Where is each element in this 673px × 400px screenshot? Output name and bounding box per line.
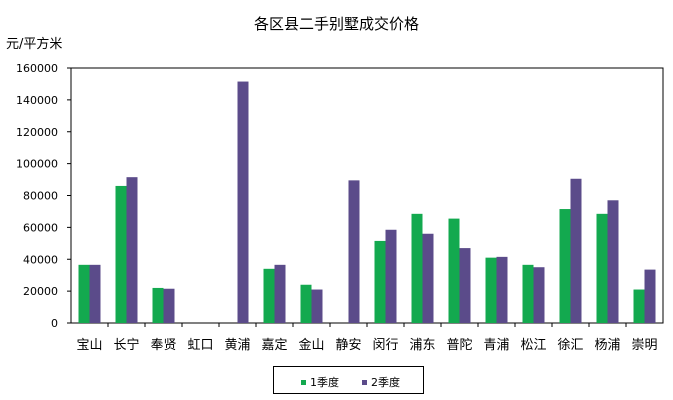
bar-series-1	[448, 218, 460, 323]
bar-series-1	[596, 213, 608, 323]
y-axis-unit-label: 元/平方米	[6, 37, 63, 52]
bar-series-1	[263, 268, 275, 323]
legend-swatch-series-2	[362, 379, 367, 385]
bar-series-2	[126, 177, 138, 323]
legend-label-series-1: 1季度	[310, 376, 339, 389]
y-tick-label: 140000	[16, 94, 58, 107]
bar-series-2	[607, 200, 619, 323]
x-category-label: 金山	[298, 337, 324, 353]
x-category-label: 虹口	[187, 338, 213, 353]
y-tick-label: 80000	[23, 190, 58, 203]
legend: 1季度 2季度	[273, 366, 424, 394]
bar-series-2	[163, 288, 175, 323]
y-tick-label: 20000	[23, 285, 58, 298]
bar-series-2	[533, 267, 545, 323]
x-category-label: 杨浦	[594, 338, 620, 353]
bar-series-1	[485, 257, 497, 323]
bar-series-1	[78, 264, 90, 323]
x-category-label: 长宁	[113, 337, 139, 353]
y-tick-label: 160000	[16, 62, 58, 75]
bar-series-1	[300, 284, 312, 323]
x-category-label: 松江	[520, 338, 546, 353]
bar-series-2	[644, 269, 656, 323]
x-category-label: 嘉定	[261, 338, 287, 353]
bar-series-2	[274, 264, 286, 323]
legend-label-series-2: 2季度	[371, 376, 400, 389]
y-tick-label: 40000	[23, 253, 58, 266]
x-category-label: 宝山	[76, 338, 102, 353]
chart-title: 各区县二手别墅成交价格	[253, 15, 419, 33]
bar-series-2	[422, 233, 434, 323]
x-category-label: 闵行	[372, 338, 398, 353]
bar-series-2	[89, 264, 101, 323]
y-tick-label: 60000	[23, 221, 58, 234]
y-tick-label: 100000	[16, 158, 58, 171]
x-category-label: 浦东	[409, 338, 435, 353]
bar-series-2	[496, 256, 508, 323]
bar-series-2	[348, 180, 360, 323]
legend-swatch-series-1	[301, 379, 306, 385]
y-tick-label: 0	[51, 317, 58, 330]
x-category-label: 崇明	[631, 338, 657, 353]
x-category-label: 奉贤	[150, 338, 176, 353]
legend-item-series-1: 1季度	[301, 374, 339, 390]
y-tick-label: 120000	[16, 126, 58, 139]
x-category-label: 静安	[335, 338, 361, 353]
bar-series-1	[374, 240, 386, 323]
x-category-label: 黄浦	[224, 338, 250, 353]
bar-series-2	[385, 229, 397, 323]
bar-series-1	[152, 287, 164, 323]
bar-series-1	[633, 289, 645, 323]
x-category-label: 青浦	[483, 338, 509, 353]
bar-series-1	[522, 264, 534, 323]
bar-series-2	[311, 289, 323, 323]
bar-series-1	[115, 185, 127, 323]
bar-series-2	[459, 248, 471, 323]
bar-series-1	[411, 213, 423, 323]
bar-series-2	[570, 178, 582, 323]
x-category-label: 普陀	[446, 337, 472, 353]
bar-series-1	[559, 209, 571, 323]
legend-item-series-2: 2季度	[362, 374, 400, 390]
x-category-label: 徐汇	[557, 338, 583, 353]
bar-series-2	[237, 81, 249, 323]
